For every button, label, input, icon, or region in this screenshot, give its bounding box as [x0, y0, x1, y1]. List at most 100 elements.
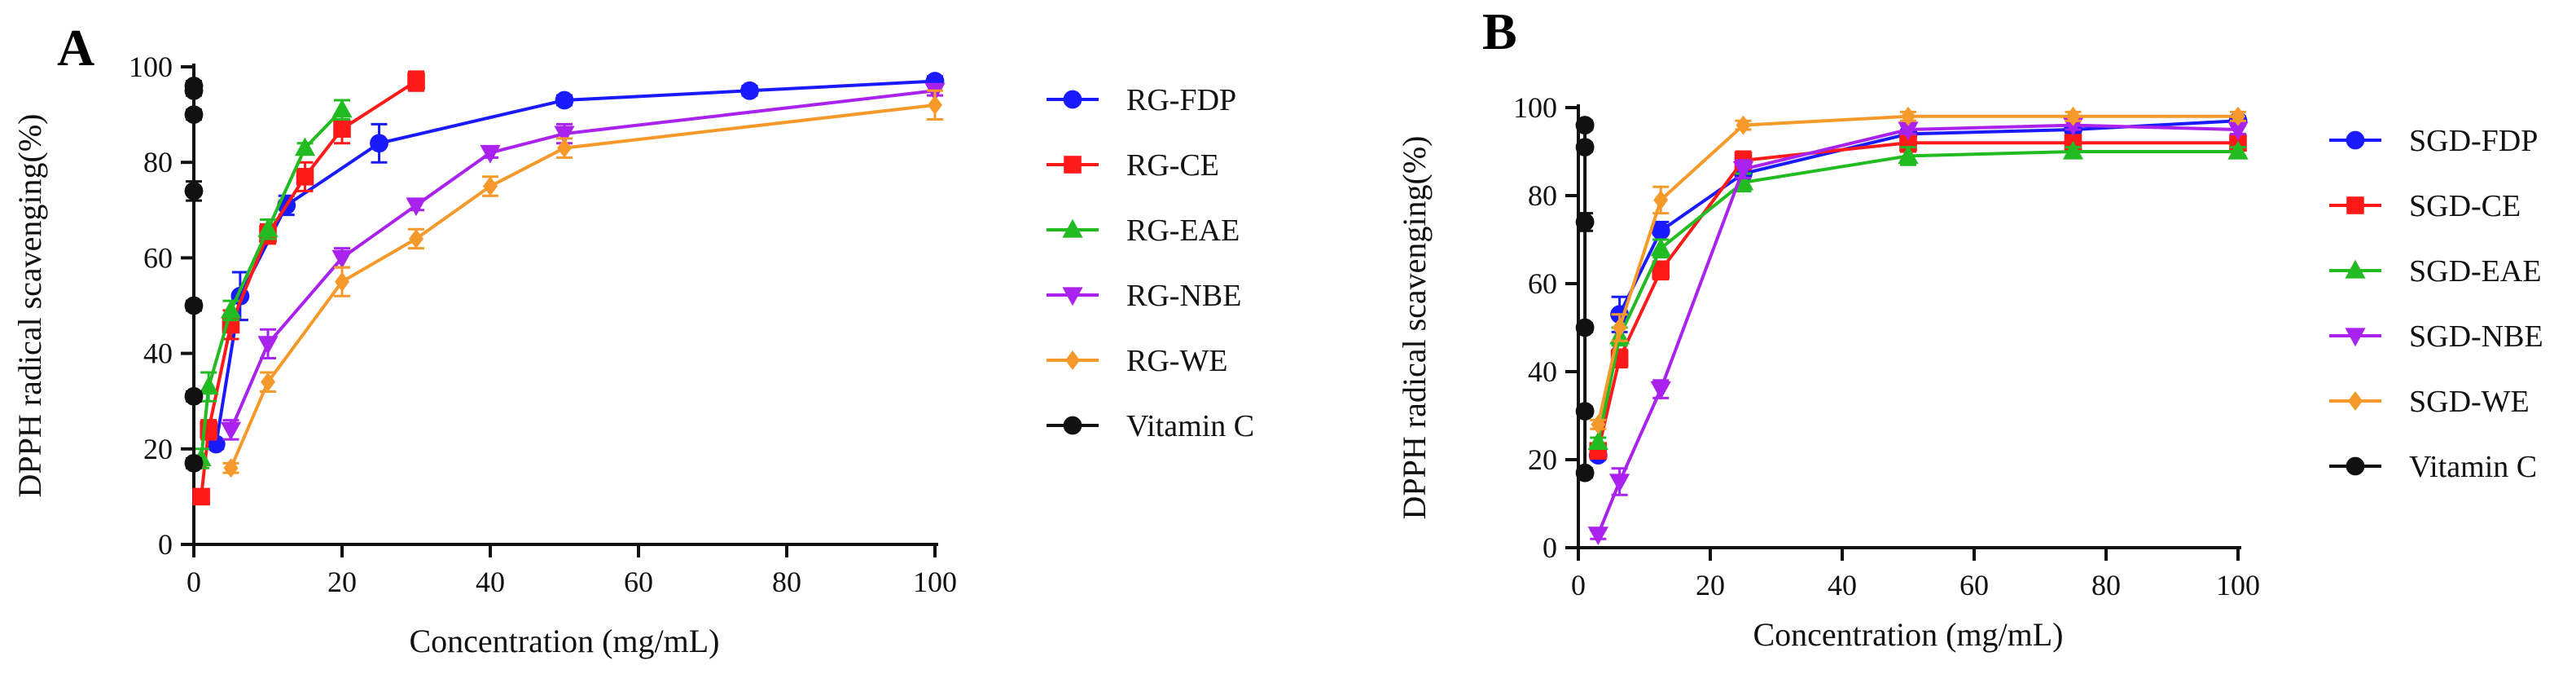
- y-tick-label: 80: [143, 146, 173, 178]
- x-tick-label: 100: [913, 566, 957, 598]
- x-tick-label: 60: [624, 566, 653, 598]
- data-point: [184, 296, 204, 315]
- data-point: [1650, 237, 1671, 257]
- legend-label: SGD-NBE: [2409, 319, 2543, 354]
- x-tick-label: 60: [1959, 569, 1989, 601]
- series-rg-we: [222, 89, 943, 478]
- legend-label: Vitamin C: [1126, 409, 1254, 443]
- data-point: [2227, 121, 2249, 141]
- data-point: [555, 90, 574, 110]
- x-tick-label: 40: [1828, 569, 1857, 601]
- series-vitamin-c: [184, 77, 204, 473]
- data-point: [1653, 190, 1669, 210]
- data-point: [257, 218, 279, 237]
- series-line: [229, 103, 936, 469]
- data-point: [220, 299, 242, 319]
- legend-marker: [1062, 287, 1083, 306]
- x-tick-label: 20: [1696, 569, 1725, 601]
- y-axis-title: DPPH radical scavenging(%): [1396, 136, 1433, 520]
- legend-marker: [1062, 218, 1083, 238]
- y-tick-label: 0: [1543, 531, 1557, 564]
- series-vitamin-c: [1575, 116, 1595, 482]
- legend-label: RG-FDP: [1126, 83, 1236, 117]
- legend-label: SGD-WE: [2409, 385, 2530, 419]
- legend-entry: RG-EAE: [1047, 214, 1240, 248]
- data-point: [184, 453, 204, 473]
- legend-entry: SGD-EAE: [2329, 254, 2542, 289]
- y-tick-label: 40: [143, 337, 173, 370]
- data-point: [1575, 138, 1595, 157]
- data-point: [557, 138, 572, 158]
- legend-label: RG-WE: [1126, 344, 1228, 378]
- data-point: [1575, 116, 1595, 135]
- data-point: [331, 249, 353, 269]
- data-point: [740, 81, 759, 100]
- data-point: [184, 181, 204, 200]
- legend-entry: RG-WE: [1047, 344, 1228, 378]
- legend-marker: [2346, 196, 2364, 214]
- data-point: [261, 372, 275, 392]
- series-rg-nbe: [220, 82, 946, 441]
- data-point: [406, 197, 427, 217]
- legend-entry: RG-NBE: [1047, 279, 1241, 313]
- x-axis-title: Concentration (mg/mL): [409, 623, 719, 659]
- data-point: [333, 120, 351, 138]
- data-point: [1575, 318, 1595, 337]
- x-axis-title: Concentration (mg/mL): [1753, 616, 2063, 653]
- legend-marker: [2346, 130, 2365, 150]
- y-tick-label: 0: [158, 528, 173, 561]
- data-point: [1736, 115, 1751, 135]
- legend-marker: [1063, 90, 1082, 109]
- series-sgd-fdp: [1588, 111, 2248, 465]
- legend-entry: SGD-WE: [2329, 385, 2530, 419]
- x-tick-label: 80: [2091, 569, 2121, 601]
- series-sgd-eae: [1587, 140, 2249, 450]
- data-point: [184, 386, 204, 406]
- data-point: [928, 95, 942, 115]
- series-line: [229, 89, 936, 431]
- data-point: [1587, 431, 1608, 450]
- legend-label: Vitamin C: [2409, 450, 2537, 484]
- data-point: [1901, 106, 1916, 126]
- series-sgd-nbe: [1587, 117, 2249, 545]
- x-tick-label: 0: [187, 566, 201, 598]
- data-point: [1587, 526, 1608, 545]
- series-sgd-we: [1590, 106, 2246, 434]
- data-point: [407, 72, 425, 90]
- legend-entry: RG-FDP: [1047, 83, 1236, 117]
- y-tick-label: 100: [1513, 91, 1557, 124]
- data-point: [335, 271, 349, 292]
- data-point: [1575, 402, 1595, 421]
- x-tick-label: 40: [476, 566, 505, 598]
- legend-label: SGD-CE: [2409, 189, 2521, 223]
- data-point: [2227, 140, 2249, 160]
- data-point: [1591, 414, 1606, 434]
- series-line: [214, 79, 936, 445]
- data-point: [1651, 221, 1670, 240]
- data-point: [1898, 121, 1919, 141]
- x-tick-label: 20: [327, 566, 357, 598]
- data-point: [198, 376, 219, 395]
- data-point: [192, 487, 210, 506]
- y-tick-label: 20: [143, 433, 173, 465]
- legend-marker: [1064, 156, 1082, 174]
- data-point: [554, 126, 575, 145]
- data-point: [1609, 474, 1630, 493]
- panel-label: B: [1482, 2, 1517, 60]
- data-point: [331, 99, 353, 118]
- data-point: [1575, 213, 1595, 231]
- legend-marker: [2345, 328, 2366, 347]
- y-tick-label: 80: [1528, 179, 1557, 212]
- legend-marker: [1065, 350, 1080, 370]
- legend-entry: SGD-CE: [2329, 189, 2521, 223]
- x-tick-label: 80: [772, 566, 801, 598]
- legend-marker: [2348, 391, 2363, 411]
- legend-entry: Vitamin C: [1047, 409, 1254, 443]
- panel-label: A: [57, 19, 94, 77]
- data-point: [370, 134, 388, 153]
- legend-entry: RG-CE: [1047, 148, 1219, 183]
- data-point: [220, 421, 242, 441]
- y-tick-label: 40: [1528, 355, 1557, 388]
- legend-label: SGD-FDP: [2409, 124, 2538, 158]
- panel-b: B 0 20 40 60 80 100 0 20 40 60 80 100 Concentration (…: [1396, 2, 2543, 653]
